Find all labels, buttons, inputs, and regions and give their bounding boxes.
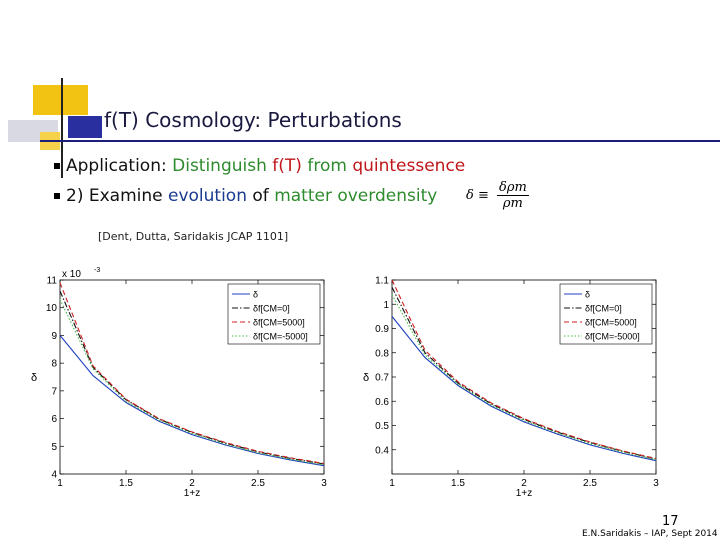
bullet1-ft: f(T) (272, 156, 302, 176)
y-tick-label: 0.7 (375, 373, 389, 384)
y-tick-label: 10 (46, 303, 58, 314)
x-tick-label: 2 (521, 478, 527, 489)
y-tick-label: 9 (51, 331, 57, 342)
y-tick-label: 0.4 (375, 445, 389, 456)
y-tick-label: 0.5 (375, 421, 389, 432)
bullet1-from: from (301, 156, 353, 176)
bullet2-of: of (246, 186, 275, 206)
y-tick-label: 5 (51, 442, 57, 453)
bullet2-matter-overdensity: matter overdensity (274, 186, 438, 206)
deco-vertical-bar (61, 78, 63, 178)
y-tick-label: 7 (51, 386, 57, 397)
x-axis-label: 1+z (516, 488, 532, 499)
x-tick-label: 1.5 (119, 478, 133, 489)
legend-entry: δf[CM=0] (253, 304, 290, 314)
legend-entry: δ (253, 290, 258, 300)
y-tick-label: 1 (383, 300, 389, 311)
series-line-0 (59, 335, 325, 467)
bullet1-distinguish: Distinguish (172, 156, 273, 176)
x-tick-label: 2.5 (583, 478, 597, 489)
legend-entry: δf[CM=5000] (585, 318, 637, 328)
overdensity-formula: δ ≡ δρm ρm (466, 180, 529, 211)
chart-right: 1 1.5 2 2.5 3 0.4 0.5 0.6 0.7 0.8 0.9 1 1.1 1+z δ δ δf[C… (363, 276, 659, 500)
series-line-0 (391, 316, 657, 462)
x-tick-label: 1 (57, 478, 63, 489)
y-tick-label: 1.1 (375, 276, 389, 287)
deco-blue-block (68, 116, 102, 138)
y-tick-label: 6 (51, 414, 57, 425)
series-line-3 (59, 299, 325, 466)
bullet-marker (54, 193, 60, 199)
x-tick-label: 1 (389, 478, 395, 489)
formula-fraction: δρm ρm (497, 180, 529, 211)
y-multiplier-exponent: -3 (94, 267, 100, 274)
title-rule (40, 140, 720, 142)
bullet-examine: 2) Examine evolution of matter overdensi… (54, 186, 438, 206)
chart-left: 1 1.5 2 2.5 3 4 5 6 7 8 9 10 11 1+z δ x 10 -3 δ δf[CM=0] δf… (31, 267, 327, 499)
formula-lhs: δ ≡ (466, 188, 489, 203)
y-tick-label: 8 (51, 359, 57, 370)
x-tick-label: 3 (321, 478, 327, 489)
footer-author: E.N.Saridakis – IAP, Sept 2014 (582, 529, 718, 539)
y-tick-label: 0.8 (375, 348, 389, 359)
legend-entry: δ (585, 290, 590, 300)
y-tick-label: 4 (51, 470, 57, 481)
bullet-application: Application: Distinguish f(T) from quint… (54, 156, 466, 176)
y-tick-label: 11 (47, 276, 58, 287)
series-line-2 (59, 282, 325, 465)
y-axis-label: δ (363, 372, 369, 384)
deco-yellow-block-top (33, 85, 88, 115)
x-axis-label: 1+z (184, 488, 200, 499)
slide-title: f(T) Cosmology: Perturbations (104, 108, 402, 132)
page-number: 17 (662, 514, 679, 529)
legend-entry: δf[CM=0] (585, 304, 622, 314)
reference-citation: [Dent, Dutta, Saridakis JCAP 1101] (98, 230, 289, 243)
x-tick-label: 3 (653, 478, 659, 489)
bullet1-quintessence: quintessence (352, 156, 466, 176)
bullet1-prefix: Application: (66, 156, 173, 176)
formula-denominator: ρm (502, 196, 523, 211)
y-tick-label: 0.6 (375, 397, 389, 408)
x-tick-label: 1.5 (451, 478, 465, 489)
legend-entry: δf[CM=5000] (253, 318, 305, 328)
bullet-marker (54, 163, 60, 169)
bullet2-prefix: 2) Examine (66, 186, 168, 206)
legend-entry: δf[CM=-5000] (253, 332, 308, 342)
y-multiplier-label: x 10 (62, 269, 81, 280)
formula-numerator: δρm (497, 180, 529, 196)
series-line-3 (391, 294, 657, 461)
x-tick-label: 2 (189, 478, 195, 489)
x-tick-label: 2.5 (251, 478, 265, 489)
y-axis-label: δ (31, 372, 37, 384)
y-tick-label: 0.9 (375, 324, 389, 335)
bullet2-evolution: evolution (168, 186, 247, 206)
legend-entry: δf[CM=-5000] (585, 332, 640, 342)
series-line-2 (391, 279, 657, 460)
